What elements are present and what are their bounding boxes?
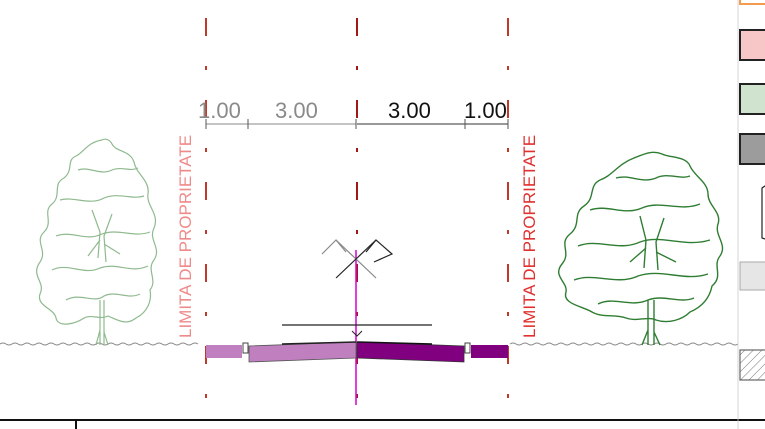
dimension-ticks [205, 119, 509, 129]
ground-line-right [509, 342, 739, 346]
tree-left-icon [36, 138, 158, 346]
legend-hatched-swatch-icon [739, 349, 765, 381]
level-marker [351, 330, 363, 337]
legend-pink-swatch-icon [739, 29, 765, 61]
curb-left [242, 342, 249, 354]
lane-left [248, 341, 357, 363]
legend-section-symbol-icon [761, 185, 765, 240]
property-limit-label-left: LIMITA DE PROPRIETATE [176, 135, 195, 338]
sidewalk-right [471, 345, 508, 358]
curb-right [464, 342, 471, 354]
legend-light-gray-swatch-icon [739, 261, 765, 291]
lane-right [356, 341, 465, 363]
dim-left-lane: 3.00 [275, 98, 318, 123]
property-limit-label-right: LIMITA DE PROPRIETATE [520, 135, 539, 338]
sidewalk-left [206, 345, 242, 358]
dim-right-lane: 3.00 [388, 98, 431, 123]
dim-right-sidewalk: 1.00 [464, 98, 507, 123]
legend-gray-swatch-icon [739, 133, 765, 165]
ground-line-left [0, 342, 199, 346]
legend-orange-swatch-icon [739, 0, 765, 5]
lane-right-top [356, 341, 433, 345]
tree-right-icon [557, 151, 724, 346]
dim-left-sidewalk: 1.00 [198, 98, 241, 123]
legend-green-swatch-icon [739, 83, 765, 115]
lane-left-top [281, 341, 357, 345]
legend [737, 0, 765, 429]
axis-cross-mark-icon [321, 239, 394, 279]
